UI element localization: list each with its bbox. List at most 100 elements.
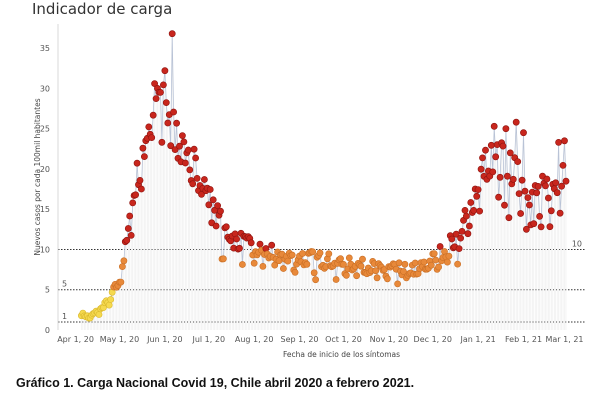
data-point	[158, 138, 166, 146]
data-point	[259, 262, 267, 270]
data-point	[299, 250, 306, 257]
data-points	[78, 30, 570, 322]
data-point	[452, 230, 460, 238]
y-tick-label: 35	[40, 44, 50, 53]
data-point	[359, 255, 366, 263]
data-point	[256, 240, 264, 248]
data-point	[132, 191, 139, 199]
data-point	[512, 118, 520, 126]
data-point	[465, 222, 473, 230]
data-point	[316, 249, 324, 257]
data-point	[186, 166, 194, 174]
data-point	[217, 207, 224, 215]
data-point	[523, 225, 530, 233]
data-point	[490, 122, 498, 130]
data-point	[288, 251, 296, 259]
data-point	[432, 256, 440, 264]
data-point	[127, 231, 135, 239]
x-tick-label: Oct 1, 20	[325, 335, 362, 344]
data-point	[436, 243, 444, 250]
data-point	[427, 261, 435, 269]
data-point	[420, 258, 428, 266]
data-point	[167, 142, 175, 150]
x-tick-label: Sep 1, 20	[281, 335, 319, 344]
data-point	[162, 99, 170, 106]
data-point	[164, 119, 172, 127]
data-point	[455, 245, 463, 252]
data-point	[430, 250, 438, 257]
y-tick-labels: 0 5 10 15 20 25 30 35	[40, 44, 50, 335]
data-point	[461, 206, 469, 214]
data-point	[443, 258, 451, 266]
data-point	[473, 192, 481, 200]
data-point	[325, 250, 333, 258]
data-point	[514, 158, 522, 165]
y-tick-label: 15	[40, 205, 50, 214]
series-line	[81, 33, 567, 319]
data-point	[448, 235, 456, 243]
data-point	[170, 108, 177, 116]
y-axis-title: Nuevos casos por cada 100mil habitantes	[33, 98, 42, 255]
gridlines	[57, 24, 567, 330]
data-point	[479, 154, 486, 162]
data-point	[222, 223, 230, 231]
trend-line	[81, 33, 567, 319]
data-point	[545, 194, 552, 202]
data-point	[212, 222, 220, 230]
data-point	[176, 142, 183, 150]
data-point	[530, 220, 538, 228]
data-point	[411, 259, 419, 267]
data-point	[340, 260, 347, 268]
data-point	[310, 269, 318, 277]
data-point	[268, 241, 276, 249]
data-point	[145, 123, 153, 131]
data-point	[520, 129, 527, 137]
data-point	[178, 132, 186, 139]
data-point	[534, 182, 542, 190]
data-point	[312, 276, 319, 284]
data-point	[499, 142, 507, 150]
data-point	[542, 182, 549, 190]
data-point	[524, 194, 532, 201]
data-point	[117, 278, 125, 286]
data-point	[496, 173, 504, 181]
data-point	[546, 223, 554, 231]
data-point	[193, 174, 201, 182]
y-tick-label: 10	[40, 245, 50, 254]
x-tick-label: Jul 1, 20	[191, 335, 225, 344]
data-point	[129, 199, 137, 207]
data-point	[189, 180, 197, 188]
data-point	[95, 311, 103, 318]
data-point	[180, 138, 188, 146]
data-point	[559, 161, 567, 169]
data-point	[477, 165, 485, 173]
data-point	[200, 176, 208, 183]
data-point	[184, 146, 192, 154]
panel-title: Indicador de carga	[32, 0, 173, 18]
data-point	[518, 176, 526, 184]
data-point	[495, 193, 502, 201]
data-point	[482, 146, 489, 154]
x-tick-label: Dec 1, 20	[414, 335, 452, 344]
data-point	[503, 172, 511, 180]
data-point	[357, 262, 365, 270]
x-tick-label: Jun 1, 20	[146, 335, 182, 344]
data-point	[556, 209, 564, 217]
x-axis-title: Fecha de inicio de los síntomas	[283, 350, 400, 359]
data-point	[337, 255, 344, 262]
data-point	[209, 196, 217, 204]
x-tick-label: May 1, 20	[100, 335, 139, 344]
data-point	[445, 252, 453, 260]
data-point	[205, 201, 213, 209]
data-point	[464, 230, 472, 238]
data-point	[159, 81, 167, 89]
data-point	[470, 206, 478, 214]
data-point	[517, 210, 524, 217]
x-tick-label: Aug 1, 20	[235, 335, 274, 344]
data-point	[454, 260, 461, 268]
data-point	[149, 111, 157, 119]
data-point	[458, 227, 466, 235]
data-point	[219, 255, 227, 263]
data-point	[533, 189, 541, 197]
